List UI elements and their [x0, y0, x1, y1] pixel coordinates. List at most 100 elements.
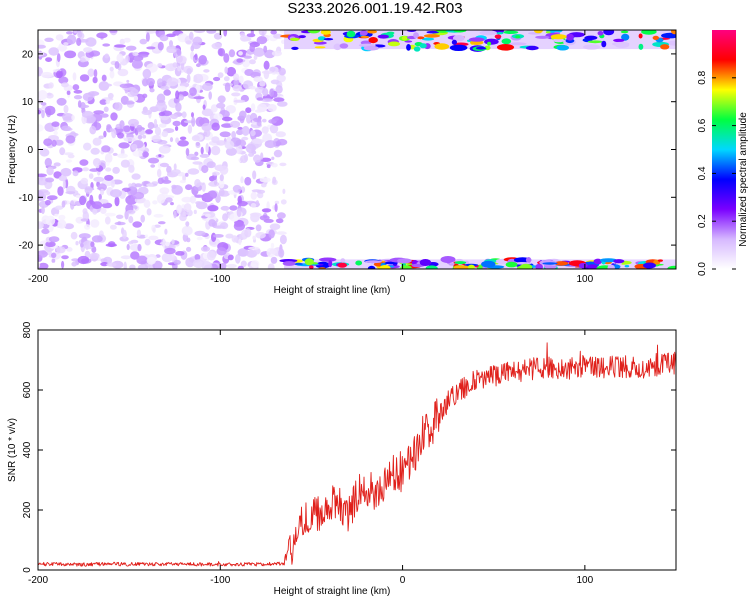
heatmap-noise-blob [239, 110, 247, 120]
heatmap-noise-blob [111, 260, 124, 269]
heatmap-noise-blob [175, 137, 180, 144]
heatmap-noise-blob [84, 186, 93, 194]
heatmap-noise-blob [61, 82, 69, 88]
heatmap-edge-hotspot [304, 258, 314, 266]
heatmap-noise-blob [61, 200, 66, 208]
heatmap-noise-blob [185, 221, 190, 227]
heatmap-noise-blob [71, 258, 80, 262]
heatmap-noise-blob [175, 251, 185, 256]
heatmap-noise-blob [216, 247, 227, 256]
heatmap-edge-hotspot [360, 35, 370, 39]
heatmap-noise-blob [128, 241, 134, 245]
heatmap-noise-blob [249, 212, 262, 218]
heatmap-noise-blob [187, 124, 193, 134]
heatmap-edge-hotspot [545, 31, 551, 34]
heatmap-noise-blob [224, 140, 235, 150]
heatmap-noise-blob [122, 229, 127, 239]
heatmap-noise-blob [191, 116, 196, 127]
heatmap-edge-hotspot [525, 257, 532, 263]
heatmap-noise-blob [93, 176, 105, 183]
heatmap-noise-blob [213, 76, 221, 82]
heatmap-noise-blob [57, 219, 67, 229]
heatmap-noise-blob [241, 36, 252, 42]
heatmap-noise-blob [105, 161, 110, 166]
heatmap-noise-blob [44, 37, 54, 42]
heatmap-noise-blob [56, 46, 68, 51]
heatmap-x-tick-label: -100 [210, 274, 230, 285]
heatmap-noise-blob [193, 194, 204, 198]
heatmap-noise-blob [206, 250, 216, 261]
heatmap-noise-blob [136, 124, 143, 132]
heatmap-noise-blob [41, 206, 45, 215]
heatmap-noise-blob [225, 147, 237, 156]
heatmap-noise-blob [133, 95, 139, 102]
heatmap-noise-blob [73, 30, 78, 34]
colorbar-tick-label: 0.8 [697, 70, 708, 84]
heatmap-noise-blob [126, 209, 136, 214]
heatmap-noise-blob [249, 59, 256, 65]
heatmap-noise-blob [273, 97, 285, 102]
heatmap-noise-blob [153, 213, 164, 218]
heatmap-noise-blob [45, 57, 53, 62]
heatmap-edge-hotspot [496, 44, 515, 51]
heatmap-noise-blob [233, 99, 246, 103]
heatmap-edge-hotspot [451, 39, 457, 45]
heatmap-noise-blob [233, 73, 240, 81]
heatmap-edge-hotspot [323, 38, 334, 41]
heatmap-noise-blob [109, 189, 122, 198]
heatmap-noise-blob [114, 102, 123, 111]
snr-x-tick-label: 0 [400, 575, 406, 586]
heatmap-noise-blob [136, 229, 141, 237]
heatmap-noise-blob [191, 135, 200, 142]
heatmap-noise-blob [40, 102, 47, 106]
heatmap-noise-blob [77, 255, 90, 265]
heatmap-noise-blob [171, 185, 183, 195]
heatmap-edge-hotspot [535, 35, 550, 39]
heatmap-noise-blob [153, 118, 158, 126]
heatmap-edge-hotspot [496, 32, 504, 35]
heatmap-noise-blob [189, 87, 197, 96]
heatmap-noise-blob [104, 174, 114, 181]
heatmap-noise-blob [253, 47, 265, 57]
heatmap-noise-blob [273, 149, 283, 158]
heatmap-noise-blob [159, 162, 169, 168]
heatmap-noise-blob [38, 263, 41, 268]
heatmap-noise-blob [250, 260, 260, 268]
heatmap-noise-blob [248, 246, 260, 250]
heatmap-noise-blob [59, 147, 66, 156]
heatmap-noise-blob [165, 241, 170, 247]
heatmap-noise-blob [277, 101, 288, 107]
heatmap-noise-blob [130, 251, 140, 260]
heatmap-noise-blob [193, 30, 206, 34]
heatmap-noise-blob [268, 229, 275, 239]
heatmap-edge-hotspot [426, 30, 440, 34]
heatmap-noise-blob [158, 123, 167, 128]
heatmap-noise-blob [152, 200, 158, 205]
heatmap-noise-blob [276, 138, 288, 146]
heatmap-noise-blob [61, 125, 71, 132]
heatmap-noise-blob [250, 191, 257, 200]
heatmap-y-axis-label: Frequency (Hz) [7, 115, 18, 184]
heatmap-edge-hotspot [363, 45, 379, 51]
heatmap-noise-blob [142, 134, 147, 139]
heatmap-noise-blob [261, 98, 273, 103]
colorbar: 0.0 0.2 0.4 0.6 0.8 Normalized spectral ampl… [697, 30, 749, 276]
heatmap-noise-blob [235, 254, 241, 264]
heatmap-edge-hotspot [417, 36, 425, 40]
heatmap-noise-blob [222, 213, 229, 222]
heatmap-noise-blob [207, 190, 218, 199]
heatmap-noise-blob [187, 168, 200, 175]
heatmap-noise-blob [41, 228, 50, 235]
heatmap-noise-blob [80, 177, 89, 185]
heatmap-noise-blob [259, 80, 266, 87]
heatmap-noise-blob [48, 236, 60, 243]
heatmap-noise-blob [103, 130, 107, 138]
heatmap-edge-hotspot [411, 263, 424, 268]
heatmap-edge-hotspot [638, 43, 644, 50]
heatmap-noise-blob [41, 71, 53, 78]
heatmap-noise-blob [48, 47, 59, 56]
heatmap-noise-blob [220, 205, 230, 211]
heatmap-noise-blob [182, 211, 187, 217]
heatmap-noise-blob [38, 44, 46, 49]
heatmap-noise-blob [274, 117, 279, 122]
